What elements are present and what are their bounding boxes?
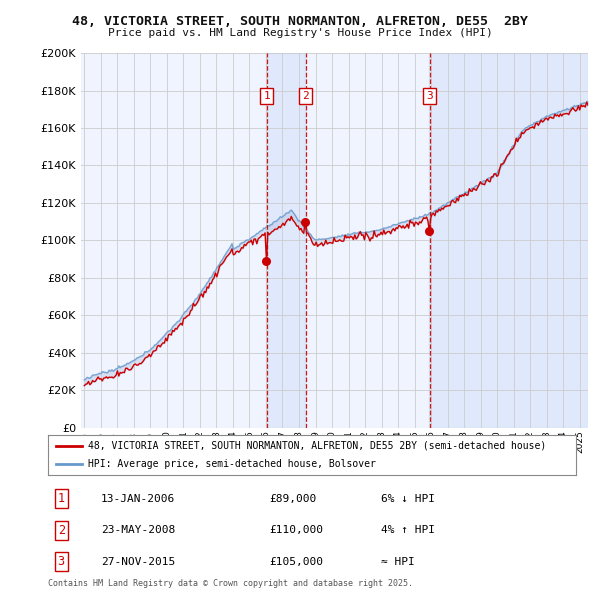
Text: 23-MAY-2008: 23-MAY-2008: [101, 525, 175, 535]
Point: [262, 256, 271, 266]
Text: HPI: Average price, semi-detached house, Bolsover: HPI: Average price, semi-detached house,…: [88, 459, 376, 469]
Text: 13-JAN-2006: 13-JAN-2006: [101, 494, 175, 504]
Point: [301, 217, 310, 227]
Text: £110,000: £110,000: [270, 525, 324, 535]
Text: 2: 2: [58, 524, 65, 537]
Text: £105,000: £105,000: [270, 557, 324, 567]
Text: 4% ↑ HPI: 4% ↑ HPI: [380, 525, 434, 535]
Text: Contains HM Land Registry data © Crown copyright and database right 2025.
This d: Contains HM Land Registry data © Crown c…: [48, 579, 413, 590]
Text: 1: 1: [263, 91, 270, 101]
Text: 6% ↓ HPI: 6% ↓ HPI: [380, 494, 434, 504]
Text: 3: 3: [426, 91, 433, 101]
Text: 48, VICTORIA STREET, SOUTH NORMANTON, ALFRETON, DE55 2BY (semi-detached house): 48, VICTORIA STREET, SOUTH NORMANTON, AL…: [88, 441, 546, 451]
Text: £89,000: £89,000: [270, 494, 317, 504]
Text: ≈ HPI: ≈ HPI: [380, 557, 415, 567]
Bar: [429, 53, 588, 428]
Text: 3: 3: [58, 555, 65, 568]
Text: 48, VICTORIA STREET, SOUTH NORMANTON, ALFRETON, DE55  2BY: 48, VICTORIA STREET, SOUTH NORMANTON, AL…: [72, 15, 528, 28]
Text: 2: 2: [302, 91, 309, 101]
Point: [425, 227, 434, 236]
Text: 27-NOV-2015: 27-NOV-2015: [101, 557, 175, 567]
Text: 1: 1: [58, 492, 65, 505]
Text: Price paid vs. HM Land Registry's House Price Index (HPI): Price paid vs. HM Land Registry's House …: [107, 28, 493, 38]
Bar: [266, 53, 305, 428]
